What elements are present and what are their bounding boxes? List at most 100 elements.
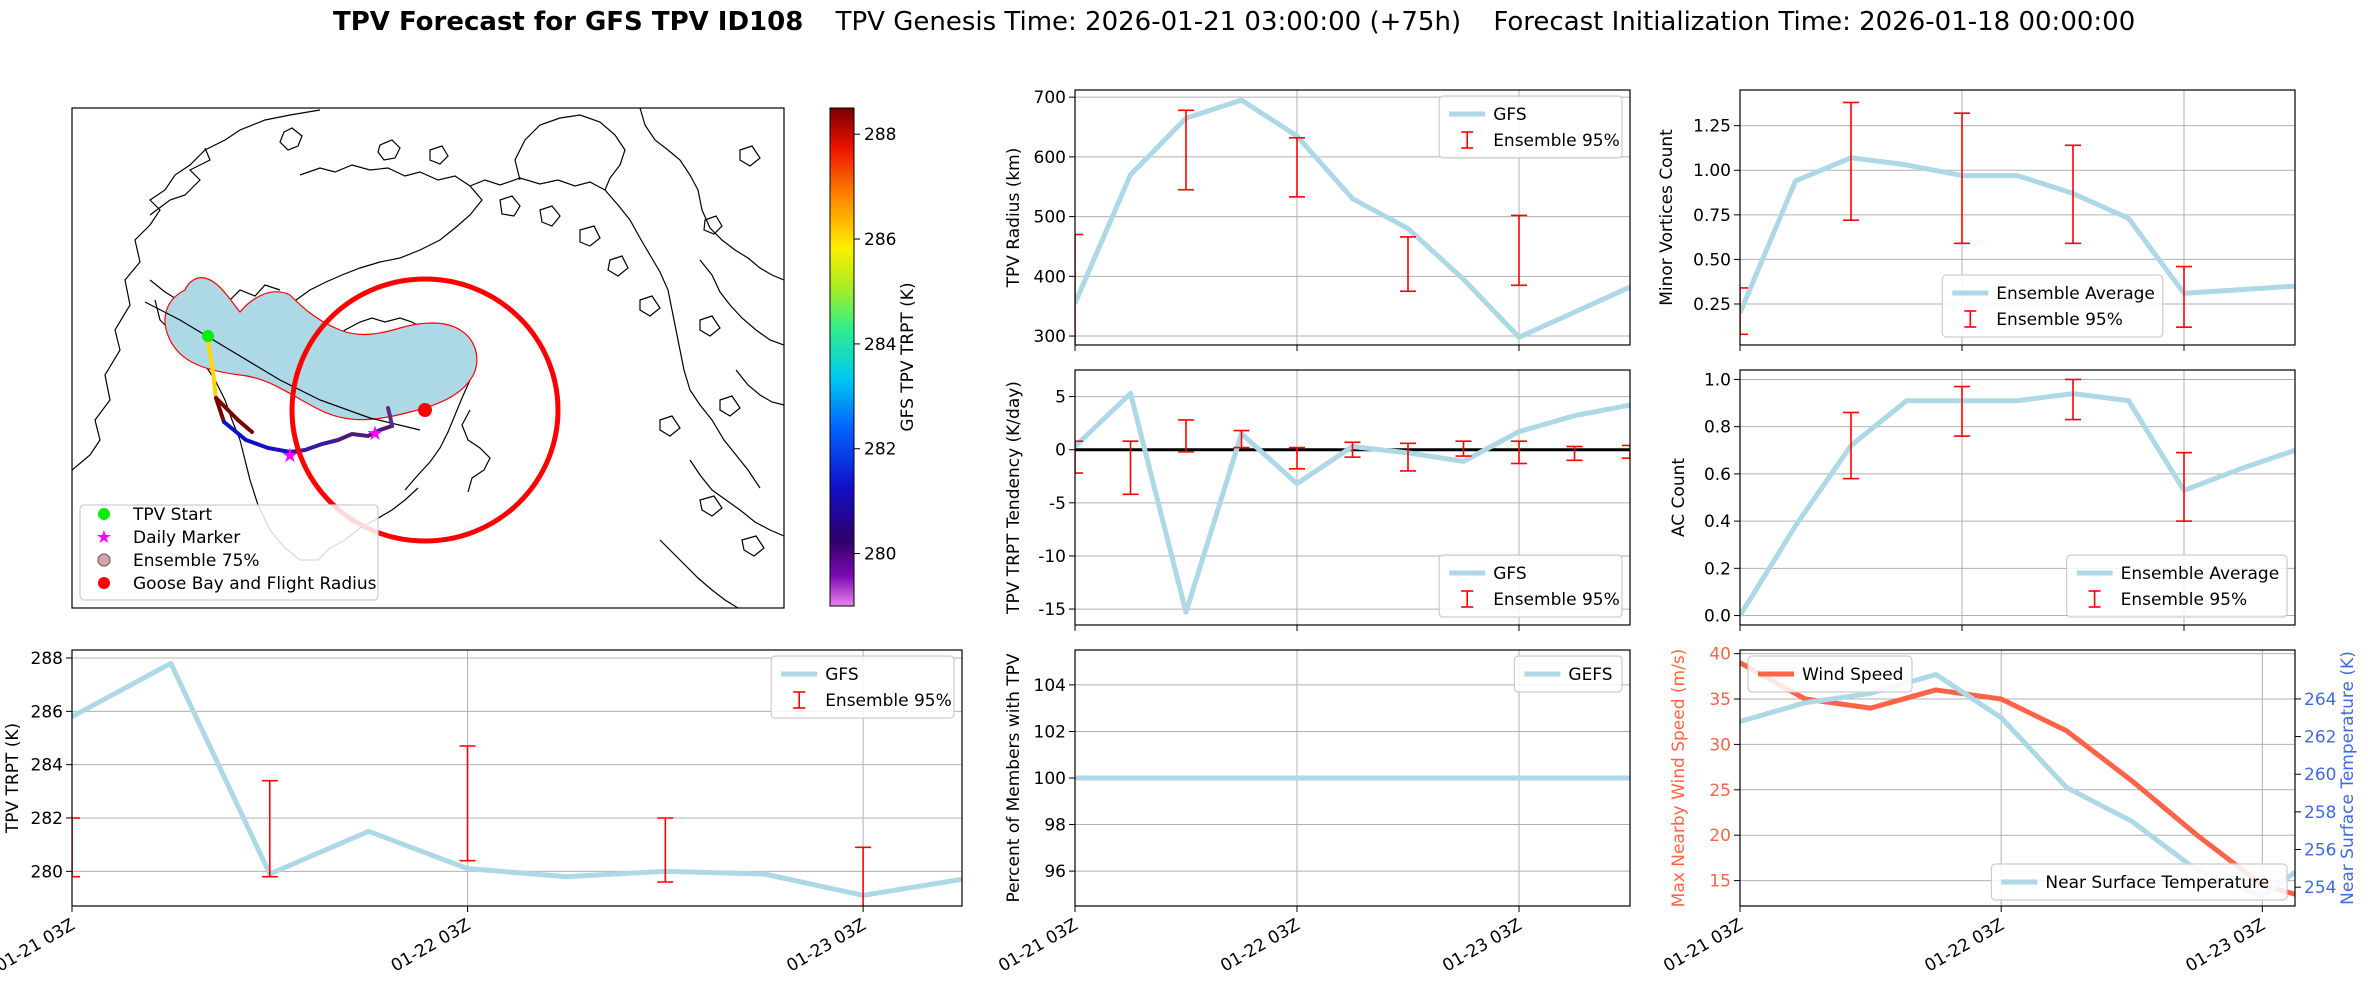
x-tick-label: 01-23 03Z: [1439, 915, 1525, 976]
legend-label: GFS: [825, 665, 858, 685]
legend-label: Wind Speed: [1802, 665, 1903, 685]
series-line-ensemble-average: [1740, 391, 2295, 617]
colorbar-tick-label: 282: [864, 440, 896, 460]
legend: GEFS: [1513, 655, 1623, 693]
suptitle-init: Forecast Initialization Time: 2026-01-18…: [1493, 7, 2135, 37]
y-tick-label: 0.75: [1693, 206, 1731, 226]
y-tick-label: 30: [1709, 735, 1731, 755]
chart-ac-count: 0.0 0.2 0.4 0.6 0.8 1.0 AC Count Ensemble Avera…: [1669, 369, 2296, 631]
legend-ensemble-label: Ensemble 75%: [133, 551, 260, 571]
y-tick-label: 98: [1044, 816, 1066, 836]
legend: Ensemble Average Ensemble 95%: [2066, 554, 2288, 618]
legend-ensemble-swatch: [97, 553, 111, 567]
plot-area: [1740, 378, 2295, 617]
legend-label: Ensemble Average: [2121, 564, 2280, 584]
y-tick-label: 1.25: [1693, 117, 1731, 137]
y-tick-label: -5: [1049, 494, 1066, 514]
chart-percent-members: 96 98 100 102 104 Percent of Members with TPV…: [995, 649, 1631, 976]
map-panel: ★ ★ TPV Start ★ Daily Marker Ensemble 75…: [71, 107, 918, 609]
y-axis-label: Percent of Members with TPV: [1004, 653, 1024, 902]
legend-label: Ensemble 95%: [1996, 310, 2123, 330]
legend-marker-swatch: ★: [96, 527, 112, 548]
y-tick-label: 282: [31, 809, 63, 829]
legend-box: [1747, 655, 1913, 693]
plot-area: [1740, 660, 2295, 900]
y-tick-label: 0.25: [1693, 295, 1731, 315]
chart-tpv-trpt: 280 282 284 286 288 TPV TRPT (K) 01-21 03Z 01-2…: [0, 649, 963, 976]
chart-minor-vortices: 0.25 0.50 0.75 1.00 1.25 Minor Vortices Count…: [1657, 89, 2296, 351]
y-tick-label: 280: [31, 862, 63, 882]
legend: GFS Ensemble 95%: [770, 655, 955, 719]
colorbar-ticks: 280 282 284 286 288: [854, 125, 896, 565]
tpv-track: [205, 334, 394, 454]
y-tick-label: -10: [1038, 547, 1066, 567]
x-tick-label: 01-22 03Z: [1217, 915, 1303, 976]
y-axis-label: Max Nearby Wind Speed (m/s): [1669, 649, 1689, 908]
legend-box: [1941, 274, 2164, 338]
axes-frame: [1074, 369, 1631, 626]
goose-bay-point: [418, 403, 432, 417]
legend-label: Ensemble 95%: [1493, 131, 1620, 151]
chart-wind-temperature: 15 20 25 30 35 40 Max Nearby Wind Speed (m/s) 2…: [1660, 645, 2358, 977]
suptitle: TPV Forecast for GFS TPV ID108 TPV Genes…: [333, 7, 2135, 37]
y-tick-label: 288: [31, 649, 63, 669]
map-legend: TPV Start ★ Daily Marker Ensemble 75% Go…: [79, 504, 379, 601]
axes-frame: [1739, 89, 2296, 346]
x-tick-label: 01-23 03Z: [2183, 915, 2269, 976]
y-tick-label: 400: [1034, 267, 1066, 287]
y-axis-label: TPV TRPT (K): [3, 723, 23, 834]
legend-label: GFS: [1493, 105, 1526, 125]
y-tick-label: 700: [1034, 88, 1066, 108]
y-tick-label: 0.2: [1704, 559, 1731, 579]
ensemble-75-region: [164, 277, 478, 421]
series-line-ensemble-average: [1740, 155, 2295, 314]
colorbar-tick-label: 286: [864, 230, 896, 250]
y-tick-label: 600: [1034, 148, 1066, 168]
y-axis-label: TPV Radius (km): [1004, 148, 1024, 289]
y-tick-label: 104: [1034, 676, 1066, 696]
daily-marker-star: ★: [366, 421, 384, 445]
y-tick-label: 0.8: [1704, 418, 1731, 438]
y-axis-label: Minor Vortices Count: [1657, 129, 1677, 306]
chart-trpt-tendency: -15 -10 -5 0 5 TPV TRPT Tendency (K/day) GFS En…: [1004, 369, 1631, 631]
y-tick-label: 5: [1055, 388, 1066, 408]
y-tick-label: 0.0: [1704, 607, 1731, 627]
y-right-tick-label: 254: [2304, 878, 2336, 898]
y-right-tick-label: 260: [2304, 765, 2336, 785]
y-right-tick-label: 256: [2304, 841, 2336, 861]
x-tick-label: 01-21 03Z: [1660, 915, 1746, 976]
legend-label: Ensemble Average: [1996, 284, 2155, 304]
y-tick-label: -15: [1038, 600, 1066, 620]
plot-area: [1075, 390, 1630, 615]
axes-frame: [71, 649, 963, 907]
legend-label: Ensemble 95%: [825, 691, 952, 711]
y-tick-label: 286: [31, 702, 63, 722]
y-tick-label: 102: [1034, 722, 1066, 742]
y-axis-label: TPV TRPT Tendency (K/day): [1004, 381, 1024, 615]
y-right-tick-label: 262: [2304, 728, 2336, 748]
legend-goose-label: Goose Bay and Flight Radius: [133, 574, 377, 594]
x-tick-label: 01-21 03Z: [0, 915, 79, 976]
colorbar-label: GFS TPV TRPT (K): [898, 282, 918, 431]
chart-tpv-radius: 300 400 500 600 700 TPV Radius (km) GFS Ensembl…: [1004, 88, 1631, 351]
suptitle-genesis: TPV Genesis Time: 2026-01-21 03:00:00 (+…: [835, 7, 1462, 37]
x-tick-label: 01-21 03Z: [995, 915, 1081, 976]
y-tick-label: 1.00: [1693, 161, 1731, 181]
legend-label: GFS: [1493, 564, 1526, 584]
x-tick-label: 01-22 03Z: [388, 915, 474, 976]
y-tick-label: 284: [31, 756, 63, 776]
tpv-start-point: [202, 330, 214, 342]
y-tick-label: 35: [1709, 690, 1731, 710]
daily-marker-star: ★: [281, 443, 299, 467]
y-tick-label: 500: [1034, 208, 1066, 228]
reference-track: [144, 301, 421, 431]
y-tick-label: 20: [1709, 826, 1731, 846]
y-tick-label: 40: [1709, 645, 1731, 665]
legend-box: [1513, 655, 1623, 693]
y-axis-label: AC Count: [1669, 458, 1689, 537]
suptitle-bold: TPV Forecast for GFS TPV ID108: [333, 7, 803, 37]
axes-frame: [1074, 89, 1631, 346]
series-line-wind-speed: [1740, 660, 2295, 897]
y-tick-label: 300: [1034, 327, 1066, 347]
